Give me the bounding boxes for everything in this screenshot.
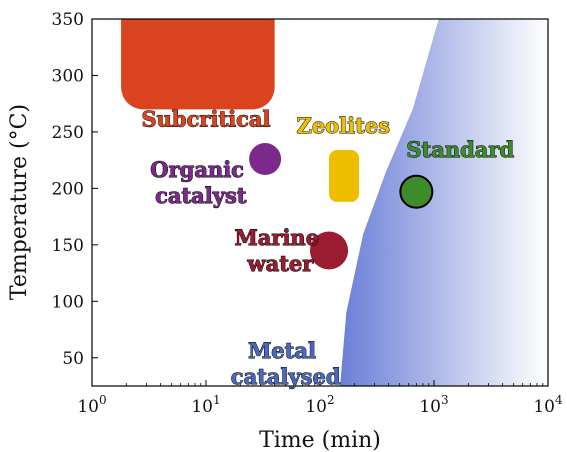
y-tick-label: 300 [52,66,84,86]
standard-label: Standard [406,137,514,162]
zeolites-label: Zeolites [296,113,390,138]
y-axis-title: Temperature (°C) [7,104,32,300]
marine-water-point [310,231,349,270]
metal-catalysed-label-line-2: catalysed [231,364,341,389]
y-axis-ticks: 50 100 150 200 250 300 350 [52,10,98,369]
y-tick-label: 50 [62,349,84,369]
organic-catalyst-point [249,143,282,176]
plot-area [121,19,548,386]
organic-catalyst-label-line-2: catalyst [155,183,247,208]
x-tick-label: 100 [77,393,106,417]
x-tick-label: 103 [419,393,448,417]
subcritical-label: Subcritical [142,106,271,131]
x-tick-label: 102 [305,393,334,417]
standard-point [399,174,434,209]
metal-catalysed-label-line-1: Metal [248,338,316,363]
y-tick-label: 150 [52,236,84,256]
y-tick-label: 200 [52,179,84,199]
y-tick-label: 100 [52,292,84,312]
marine-water-label-line-2: water [247,251,315,276]
organic-catalyst-label: Organic catalyst [150,157,251,208]
marine-water-label-line-1: Marine [235,225,320,250]
marine-water-label: Marine water [235,225,327,276]
x-axis-ticks: 100 101 102 103 104 [77,380,563,417]
x-tick-label: 104 [533,393,563,417]
organic-catalyst-label-line-1: Organic [150,157,244,182]
y-tick-label: 250 [52,123,84,143]
metal-catalysed-region [340,19,548,386]
metal-catalysed-label: Metal catalysed [231,338,341,389]
zeolites-region [329,149,360,202]
region-labels: Subcritical Zeolites Organic catalyst Ma… [141,106,515,389]
x-axis-title: Time (min) [259,428,381,452]
x-tick-label: 101 [191,393,220,417]
subcritical-region [121,19,275,110]
y-tick-label: 350 [52,10,84,30]
